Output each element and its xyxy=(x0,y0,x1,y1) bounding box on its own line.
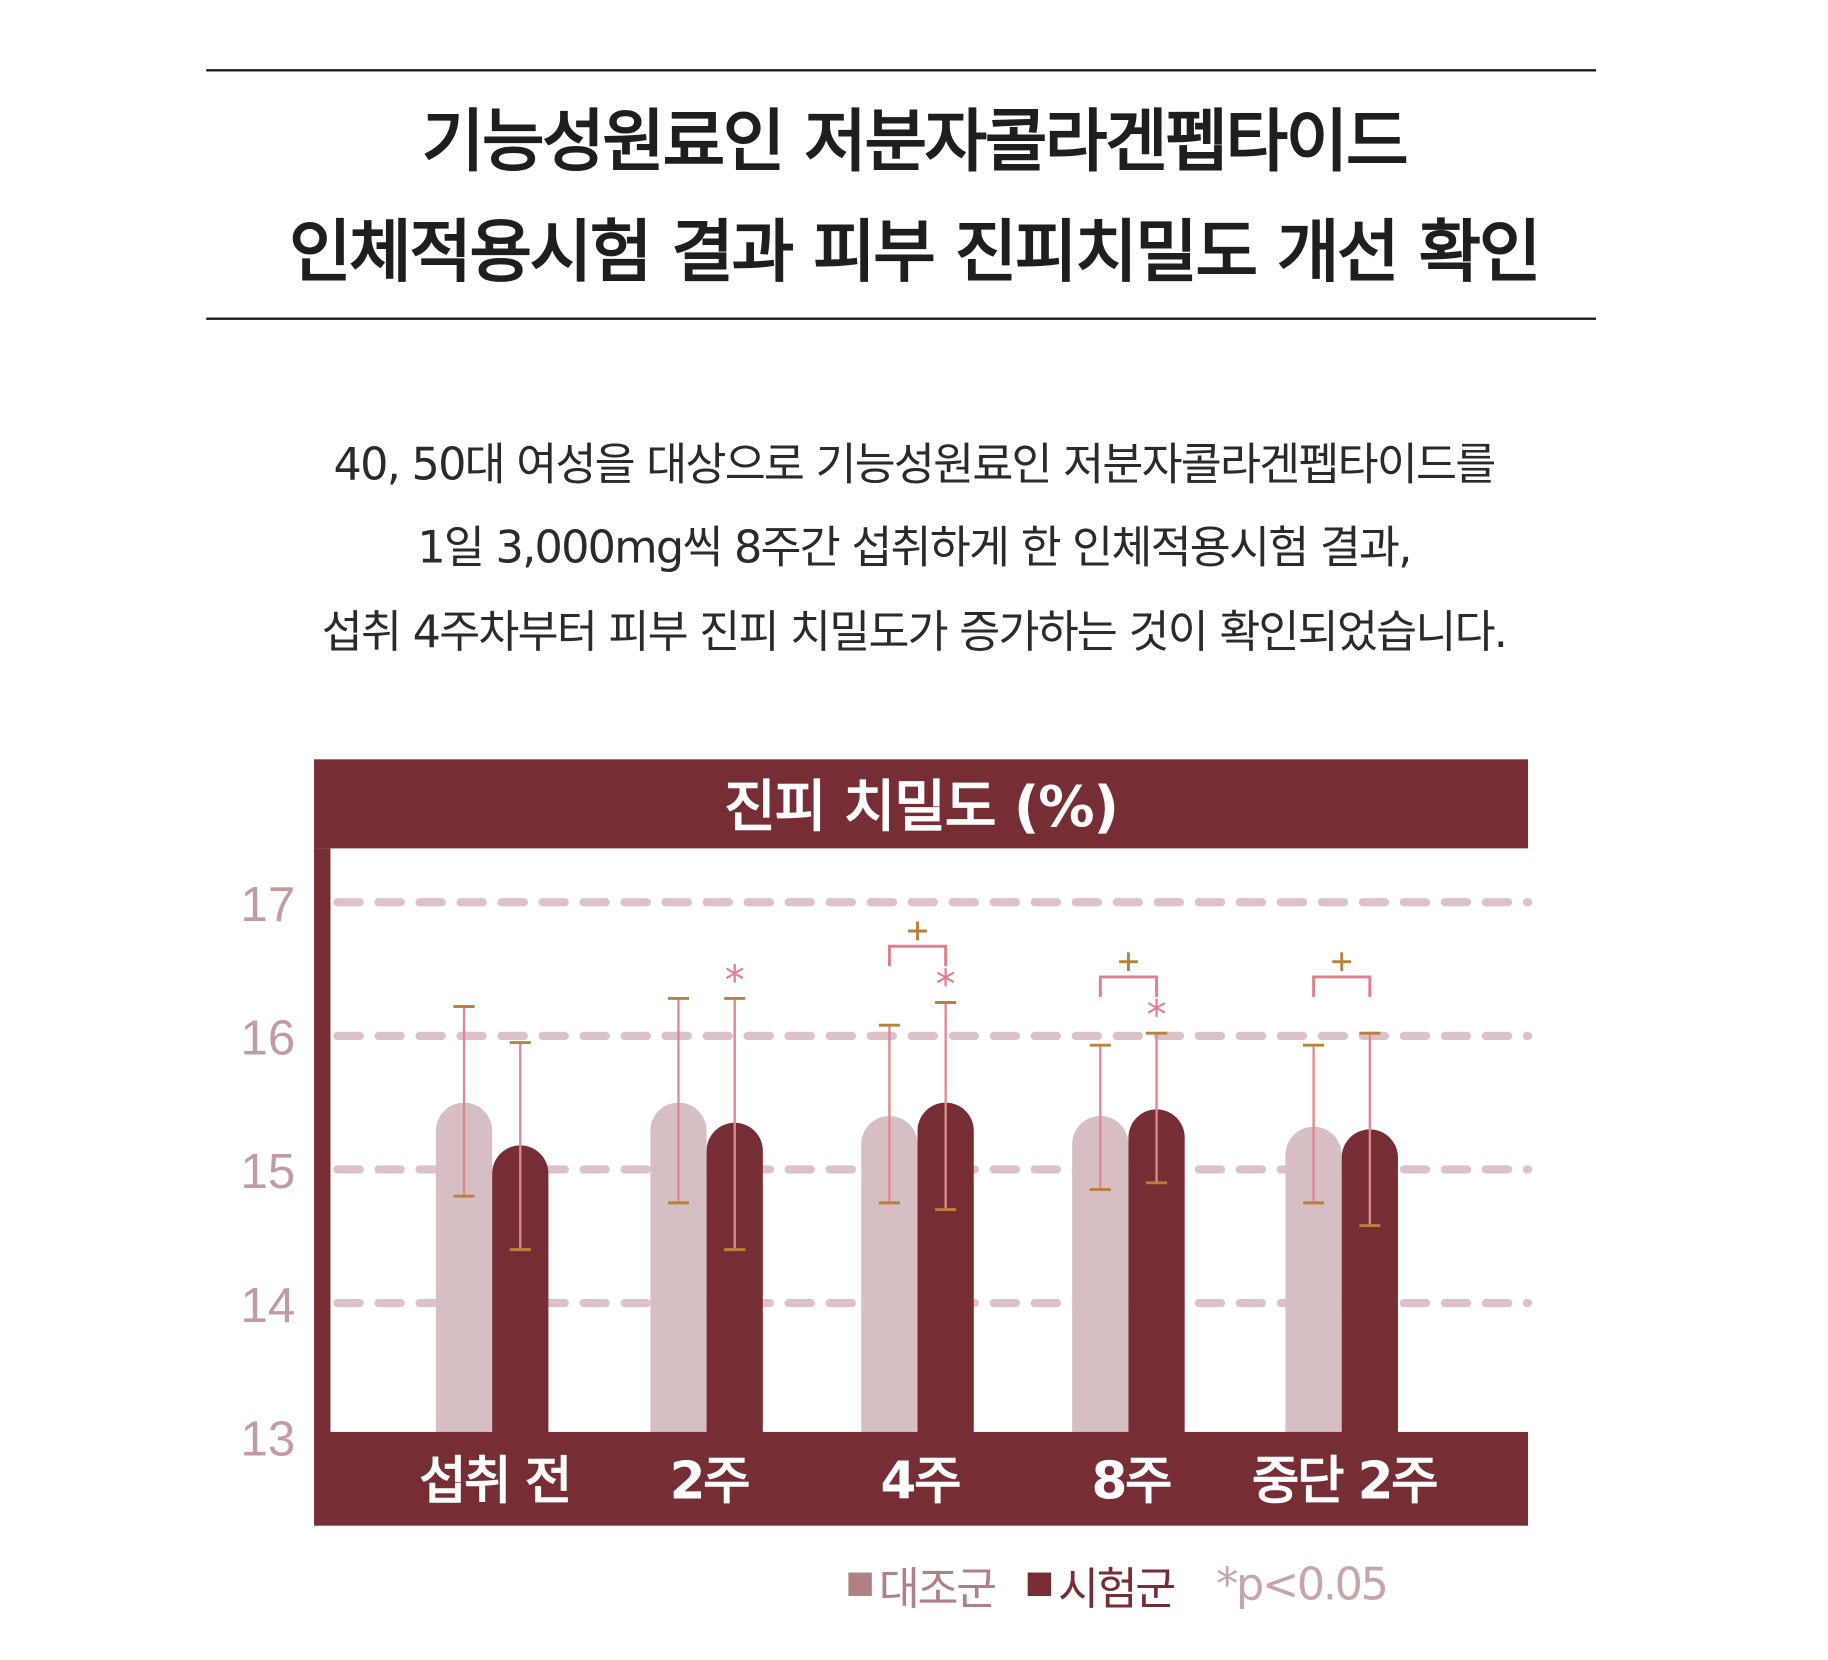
page-title-line-2: 인체적용시험 결과 피부 진피치밀도 개선 확인 xyxy=(288,212,1541,292)
bar-control-2 xyxy=(861,1116,918,1437)
significance-asterisk-3: * xyxy=(1147,993,1167,1039)
page-title-line-1: 기능성원료인 저분자콜라겐펩타이드 xyxy=(421,101,1409,182)
chart-legend: 대조군 시험군 *p<0.05 xyxy=(848,1552,1389,1616)
description-line-3: 섭취 4주차부터 피부 진피 치밀도가 증가하는 것이 확인되었습니다. xyxy=(321,605,1508,658)
bottom-rule xyxy=(206,317,1596,320)
significance-bracket-4 xyxy=(1312,975,1372,997)
legend-item-control: 대조군 xyxy=(848,1552,997,1616)
significance-asterisk-2: * xyxy=(936,962,956,1008)
y-tick-15: 15 xyxy=(241,1144,296,1199)
description-line-1: 40, 50대 여성을 대상으로 기능성원료인 저분자콜라겐펩타이드를 xyxy=(333,438,1497,490)
x-axis-band xyxy=(314,1431,1529,1526)
legend-swatch-test xyxy=(1027,1572,1051,1596)
y-axis-bar xyxy=(314,848,331,1435)
legend-item-test: 시험군 xyxy=(1027,1552,1176,1616)
y-tick-16: 16 xyxy=(241,1011,296,1066)
chart-title-band xyxy=(314,759,1529,849)
bar-test-4 xyxy=(1341,1129,1398,1437)
bar-test-1 xyxy=(706,1122,763,1437)
x-label-3: 8주 xyxy=(1091,1452,1171,1512)
y-tick-17: 17 xyxy=(241,877,296,932)
bar-test-3 xyxy=(1128,1109,1185,1437)
x-label-1: 2주 xyxy=(670,1452,750,1512)
bar-control-3 xyxy=(1072,1116,1129,1437)
x-label-2: 4주 xyxy=(881,1452,961,1512)
x-label-4: 중단 2주 xyxy=(1252,1452,1437,1512)
bar-test-0 xyxy=(492,1145,549,1437)
significance-bracket-2 xyxy=(887,944,948,967)
top-rule xyxy=(206,69,1596,72)
significance-asterisk-1: * xyxy=(725,958,745,1004)
significance-note: *p<0.05 xyxy=(1216,1558,1389,1611)
x-label-0: 섭취 전 xyxy=(419,1452,570,1512)
chart-title: 진피 치밀도 (%) xyxy=(724,775,1118,840)
y-tick-14: 14 xyxy=(241,1278,296,1333)
bar-test-2 xyxy=(917,1102,974,1437)
y-tick-13: 13 xyxy=(241,1411,296,1466)
significance-bracket-3 xyxy=(1098,975,1159,997)
legend-swatch-control xyxy=(848,1572,872,1596)
description-line-2: 1일 3,000mg씩 8주간 섭취하게 한 인체적용시험 결과, xyxy=(417,521,1412,574)
legend-label-control: 대조군 xyxy=(878,1562,997,1615)
bar-control-1 xyxy=(650,1102,707,1437)
legend-label-test: 시험군 xyxy=(1058,1562,1176,1615)
bar-control-4 xyxy=(1285,1126,1342,1437)
bar-control-0 xyxy=(435,1102,493,1437)
